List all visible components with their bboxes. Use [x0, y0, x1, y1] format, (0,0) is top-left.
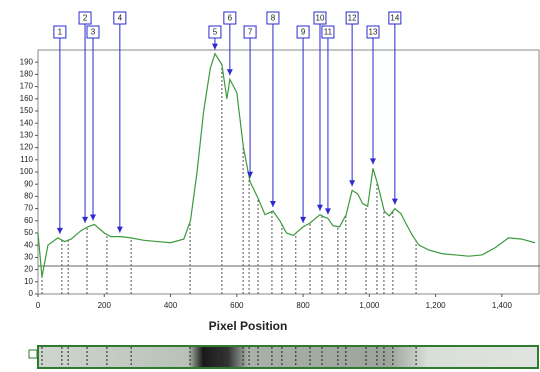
x-tick-label: 1,200 [426, 301, 447, 310]
arrow-head [90, 214, 96, 220]
y-tick-label: 90 [24, 179, 33, 188]
y-tick-label: 190 [20, 57, 34, 66]
peak-label: 1 [58, 28, 63, 37]
peak-label: 7 [248, 28, 253, 37]
gel-lane [38, 346, 538, 368]
y-tick-label: 150 [20, 106, 34, 115]
y-tick-label: 20 [24, 265, 33, 274]
x-tick-label: 600 [230, 301, 244, 310]
y-tick-label: 180 [20, 70, 34, 79]
arrow-head [57, 228, 63, 234]
y-tick-label: 130 [20, 131, 34, 140]
peak-label: 10 [316, 14, 325, 23]
y-tick-label: 0 [29, 289, 34, 298]
peak-label: 11 [324, 28, 333, 37]
y-tick-label: 160 [20, 94, 34, 103]
arrow-head [117, 227, 123, 233]
peak-label: 14 [390, 14, 399, 23]
data-line [38, 54, 535, 277]
arrow-head [82, 217, 88, 223]
arrow-head [300, 217, 306, 223]
peak-label: 6 [228, 14, 233, 23]
arrow-head [270, 201, 276, 207]
y-tick-label: 120 [20, 143, 34, 152]
y-tick-label: 10 [24, 277, 33, 286]
arrow-head [325, 208, 331, 214]
peak-label: 2 [83, 14, 88, 23]
y-tick-label: 140 [20, 118, 34, 127]
y-tick-label: 40 [24, 240, 33, 249]
x-tick-label: 800 [296, 301, 310, 310]
x-tick-label: 400 [164, 301, 178, 310]
y-tick-label: 60 [24, 216, 33, 225]
arrow-head [392, 199, 398, 205]
x-tick-label: 0 [36, 301, 41, 310]
peak-label: 3 [91, 28, 96, 37]
x-tick-label: 200 [98, 301, 112, 310]
arrow-head [227, 69, 233, 75]
x-tick-label: 1,000 [359, 301, 380, 310]
arrow-head [349, 180, 355, 186]
peak-label: 13 [369, 28, 378, 37]
arrow-head [212, 44, 218, 50]
peak-label: 12 [348, 14, 357, 23]
arrow-head [247, 172, 253, 178]
y-tick-label: 170 [20, 82, 34, 91]
arrow-head [317, 205, 323, 211]
y-tick-label: 100 [20, 167, 34, 176]
y-tick-label: 30 [24, 253, 33, 262]
peak-label: 9 [301, 28, 306, 37]
arrow-head [370, 158, 376, 164]
chart: Pixel Position 0102030405060708090100110… [0, 0, 540, 372]
plot-frame [38, 50, 539, 294]
y-tick-label: 80 [24, 192, 33, 201]
peak-label: 5 [213, 28, 218, 37]
y-tick-label: 70 [24, 204, 33, 213]
y-tick-label: 110 [20, 155, 33, 164]
peak-label: 8 [271, 14, 276, 23]
y-tick-label: 50 [24, 228, 33, 237]
x-axis-label: Pixel Position [209, 319, 288, 333]
lane-marker [29, 350, 37, 358]
peak-label: 4 [118, 14, 123, 23]
x-tick-label: 1,400 [492, 301, 513, 310]
